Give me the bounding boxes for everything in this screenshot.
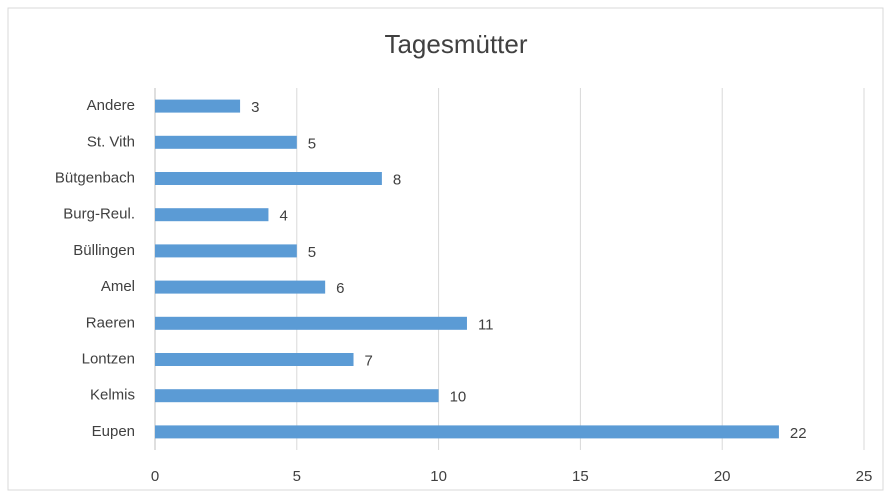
bar [155, 99, 241, 113]
bar [155, 425, 779, 439]
bar [155, 280, 326, 294]
x-tick-label: 25 [856, 468, 873, 485]
y-tick-label: Andere [87, 97, 135, 114]
bar [155, 172, 382, 185]
data-label: 5 [308, 135, 316, 152]
y-tick-label: Burg-Reul. [63, 206, 135, 223]
y-tick-label: Lontzen [82, 350, 135, 367]
x-tick-label: 20 [714, 468, 731, 485]
data-label: 3 [251, 99, 259, 116]
bar [155, 316, 467, 330]
bar [155, 389, 439, 403]
x-tick-label: 10 [430, 468, 447, 485]
bar [155, 244, 297, 258]
y-tick-label: Amel [101, 278, 135, 295]
data-label: 5 [308, 244, 316, 261]
x-tick-label: 15 [572, 468, 589, 485]
x-tick-label: 5 [293, 468, 301, 485]
data-label: 22 [790, 425, 807, 442]
x-tick-label: 0 [151, 468, 159, 485]
data-label: 7 [365, 352, 373, 369]
data-label: 4 [279, 208, 287, 225]
data-label: 11 [478, 316, 494, 333]
y-tick-label: St. Vith [87, 133, 135, 150]
chart-frame [7, 7, 884, 491]
data-label: 10 [450, 389, 467, 406]
bar [155, 208, 269, 222]
y-tick-label: Kelmis [90, 387, 135, 404]
data-label: 6 [336, 280, 344, 297]
y-tick-label: Raeren [86, 314, 135, 331]
bar [155, 353, 354, 366]
y-tick-label: Büllingen [73, 242, 135, 259]
chart-title: Tagesmütter [384, 29, 527, 59]
y-tick-label: Bütgenbach [55, 169, 135, 186]
y-tick-label: Eupen [92, 423, 135, 440]
bar [155, 135, 297, 149]
data-label: 8 [393, 171, 401, 188]
